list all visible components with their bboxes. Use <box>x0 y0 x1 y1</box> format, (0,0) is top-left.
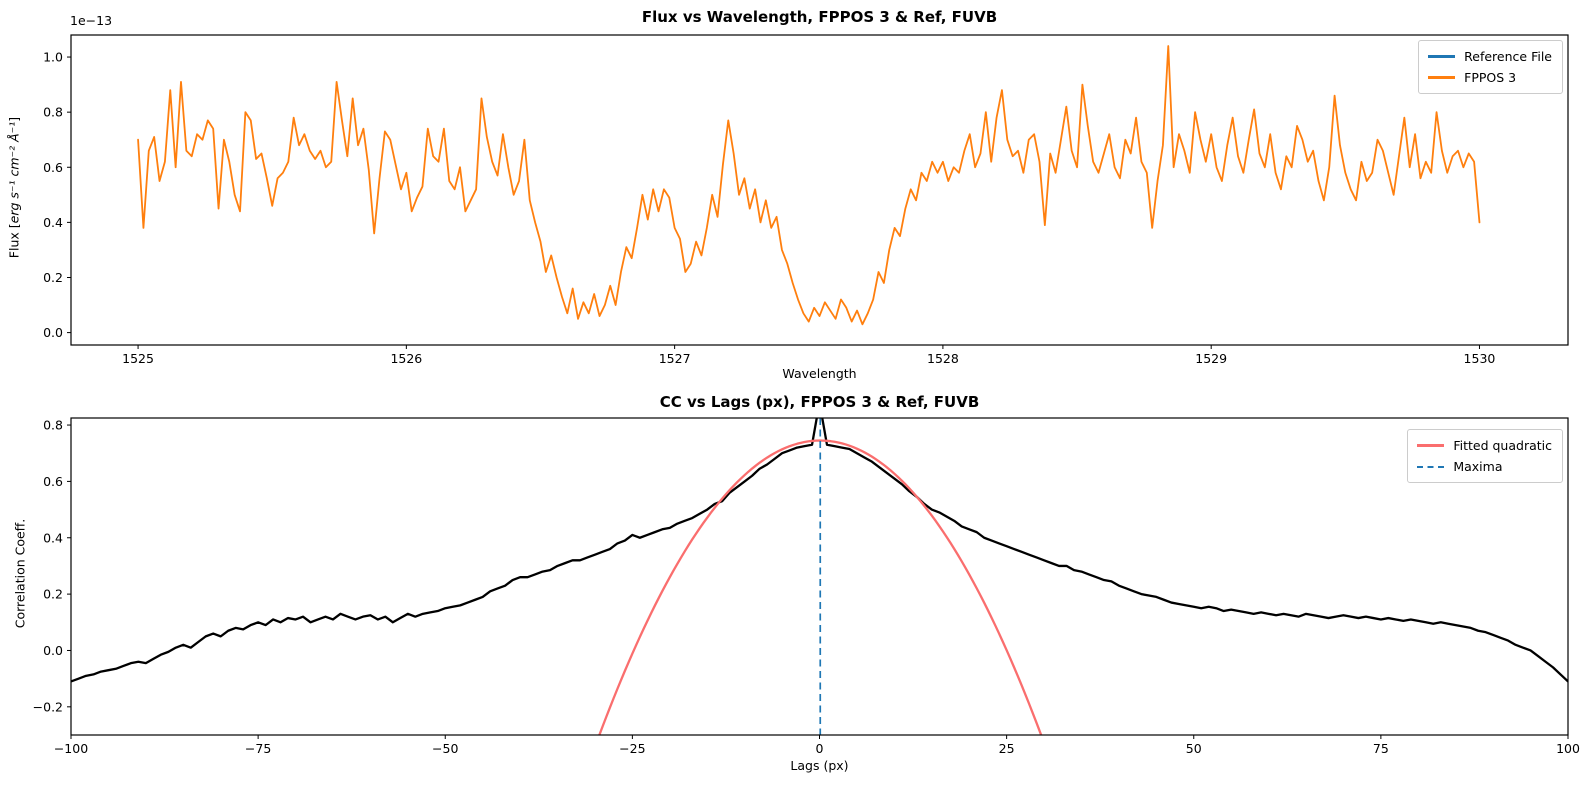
cc-legend: Fitted quadratic Maxima <box>1407 429 1563 483</box>
x-tick-label: 1530 <box>1464 351 1496 366</box>
fppos-3-line-swatch <box>1428 76 1456 79</box>
cc-xaxis-label: Lags (px) <box>790 758 849 773</box>
series-cross-correlation <box>71 418 1568 683</box>
y-tick-label: 0.6 <box>43 474 63 489</box>
flux-yaxis-label-units: erg s⁻¹ cm⁻² Å⁻¹ <box>6 121 22 224</box>
flux-y-offset-text: 1e−13 <box>70 13 113 28</box>
legend-label-maxima: Maxima <box>1453 459 1503 474</box>
y-tick-label: 0.8 <box>43 105 63 120</box>
y-tick-label: 0.6 <box>43 160 63 175</box>
flux-chart-title: Flux vs Wavelength, FPPOS 3 & Ref, FUVB <box>641 8 998 26</box>
series-fppos-3 <box>137 45 1481 326</box>
legend-label-reference-file: Reference File <box>1464 49 1552 64</box>
flux-yaxis-label-suffix: ] <box>6 116 22 122</box>
x-tick-label: 100 <box>1556 741 1580 756</box>
y-tick-label: 0.2 <box>43 587 63 602</box>
y-tick-label: 0.0 <box>43 643 63 658</box>
reference-file-line-swatch <box>1428 55 1456 58</box>
fitted-quadratic-line-swatch <box>1417 444 1445 447</box>
maxima-line-swatch <box>1417 465 1445 468</box>
x-tick-label: −50 <box>432 741 458 756</box>
x-tick-label: −100 <box>54 741 88 756</box>
flux-xaxis-label: Wavelength <box>782 366 857 381</box>
legend-item-fppos-3: FPPOS 3 <box>1428 67 1552 88</box>
legend-item-reference-file: Reference File <box>1428 46 1552 67</box>
y-tick-label: 0.2 <box>43 270 63 285</box>
y-tick-label: 0.4 <box>43 530 63 545</box>
cc-chart-title: CC vs Lags (px), FPPOS 3 & Ref, FUVB <box>659 393 980 411</box>
x-tick-label: 1528 <box>927 351 959 366</box>
x-tick-label: 0 <box>816 741 824 756</box>
x-tick-label: 25 <box>999 741 1015 756</box>
y-tick-label: 0.8 <box>43 418 63 433</box>
x-tick-label: −75 <box>245 741 271 756</box>
cc-axes-frame <box>70 417 1569 736</box>
y-tick-label: 1.0 <box>43 50 63 65</box>
cc-yaxis-label: Correlation Coeff. <box>13 414 28 734</box>
flux-legend: Reference File FPPOS 3 <box>1418 40 1563 94</box>
y-tick-label: 0.4 <box>43 215 63 230</box>
x-tick-label: 1527 <box>659 351 691 366</box>
y-tick-label: −0.2 <box>33 699 63 714</box>
legend-label-fitted-quadratic: Fitted quadratic <box>1453 438 1552 453</box>
x-tick-label: 50 <box>1186 741 1202 756</box>
legend-label-fppos-3: FPPOS 3 <box>1464 70 1517 85</box>
x-tick-label: 1526 <box>390 351 422 366</box>
flux-yaxis-label: Flux [erg s⁻¹ cm⁻² Å⁻¹] <box>7 28 22 348</box>
series-fitted-quadratic <box>598 439 1043 735</box>
legend-item-fitted-quadratic: Fitted quadratic <box>1417 435 1552 456</box>
x-tick-label: −25 <box>619 741 645 756</box>
x-tick-label: 1525 <box>122 351 154 366</box>
x-tick-label: 75 <box>1373 741 1389 756</box>
y-tick-label: 0.0 <box>43 325 63 340</box>
cc-yaxis-label-text: Correlation Coeff. <box>12 518 28 629</box>
legend-item-maxima: Maxima <box>1417 456 1552 477</box>
flux-axes-frame <box>70 34 1569 346</box>
flux-yaxis-label-prefix: Flux [ <box>6 223 22 259</box>
x-tick-label: 1529 <box>1195 351 1227 366</box>
